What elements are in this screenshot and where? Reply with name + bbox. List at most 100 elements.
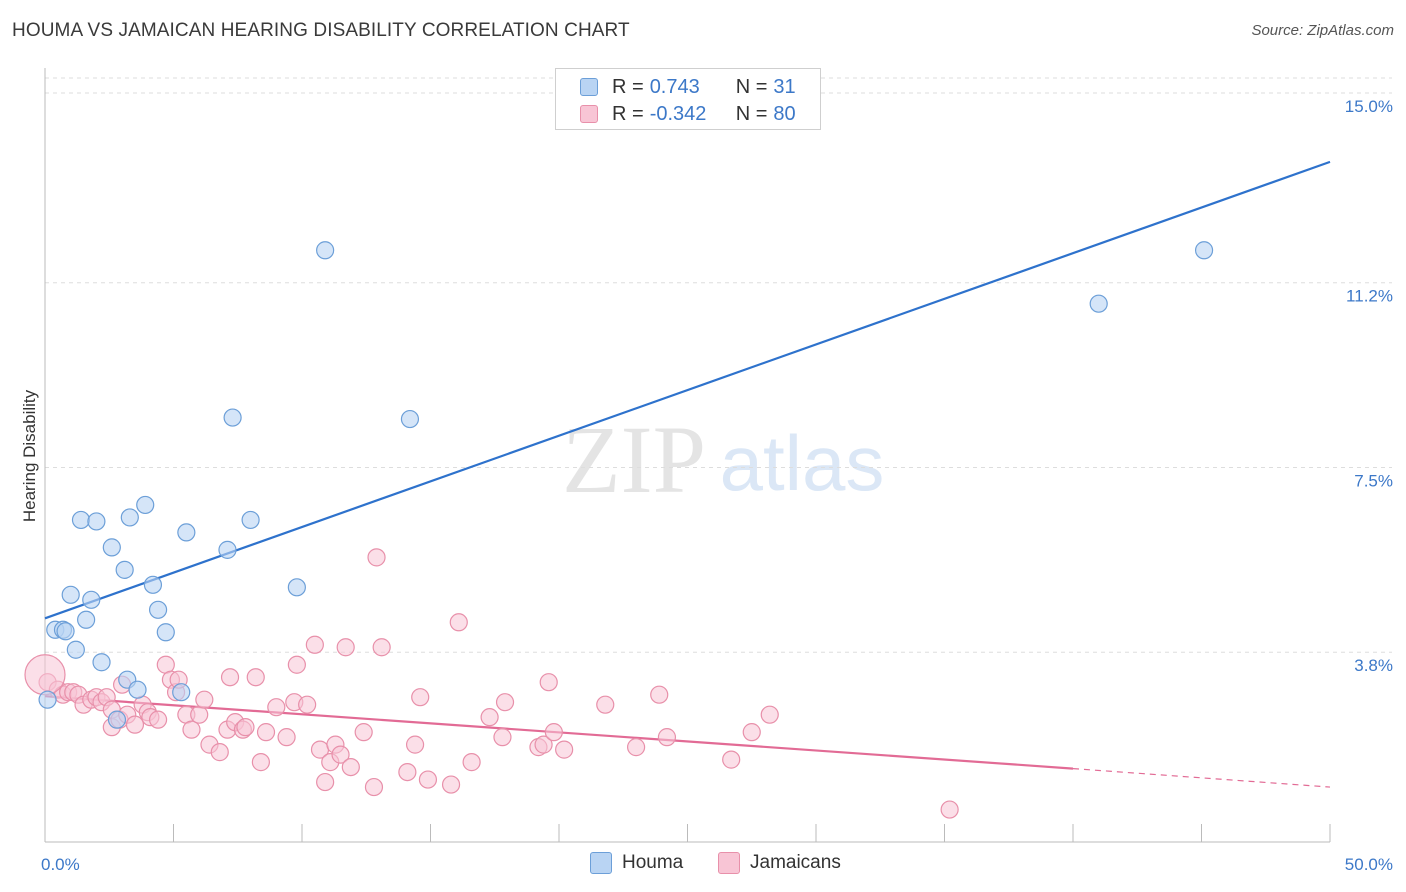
- jamaicans-point-36: [246, 668, 265, 687]
- jamaicans-swatch: [580, 105, 598, 123]
- jamaicans-point-38: [256, 723, 276, 742]
- jamaicans-point-75: [722, 750, 741, 769]
- jamaicans-point-74: [657, 728, 677, 747]
- y-tick-label-0: 3.8%: [1354, 656, 1393, 675]
- grid-lines: [45, 77, 1392, 653]
- houma-point-13: [115, 560, 134, 579]
- houma-point-29: [1089, 294, 1108, 313]
- series-legend: Houma Jamaicans: [0, 852, 1406, 878]
- houma-r-label: R =: [612, 75, 644, 98]
- jamaicans-point-49: [331, 745, 350, 764]
- houma-swatch: [580, 78, 598, 96]
- houma-trend-line: [44, 160, 1331, 620]
- jamaicans-point-73: [650, 685, 669, 704]
- houma-points: [38, 241, 1214, 729]
- watermark-atlas: atlas: [720, 419, 885, 507]
- jamaicans-point-42: [287, 655, 306, 674]
- jamaicans-point-63: [480, 708, 499, 727]
- jamaicans-point-69: [544, 723, 563, 742]
- houma-point-6: [71, 510, 91, 530]
- houma-point-25: [241, 510, 260, 530]
- jamaicans-point-30: [210, 743, 229, 762]
- houma-point-3: [56, 622, 75, 641]
- jamaicans-r-value: -0.342: [649, 102, 707, 125]
- houma-point-8: [82, 590, 101, 609]
- houma-point-26: [287, 578, 306, 597]
- jamaicans-point-70: [555, 740, 574, 759]
- jamaicans-point-67: [534, 735, 553, 754]
- jamaicans-legend-swatch: [718, 852, 740, 874]
- jamaicans-point-39: [267, 698, 286, 717]
- jamaicans-points: [24, 548, 959, 819]
- jamaicans-legend-label: Jamaicans: [750, 852, 841, 873]
- houma-point-21: [172, 683, 191, 702]
- houma-point-28: [400, 409, 420, 429]
- houma-point-9: [87, 512, 106, 531]
- houma-n-label: N =: [735, 75, 768, 98]
- jamaicans-point-43: [298, 695, 317, 714]
- jamaicans-point-61: [449, 613, 468, 632]
- jamaicans-point-55: [372, 638, 391, 657]
- y-tick-label-1: 7.5%: [1354, 471, 1393, 490]
- jamaicans-point-60: [441, 775, 461, 794]
- jamaicans-point-51: [341, 757, 360, 777]
- jamaicans-point-52: [354, 723, 373, 742]
- jamaicans-point-64: [493, 728, 512, 747]
- jamaicans-point-71: [596, 695, 615, 714]
- watermark-zip: ZIP: [562, 406, 706, 513]
- jamaicans-point-57: [405, 735, 425, 754]
- houma-point-22: [177, 523, 196, 542]
- houma-point-20: [156, 623, 175, 642]
- jamaicans-point-72: [626, 738, 646, 757]
- legend-item-jamaicans[interactable]: Jamaicans: [718, 852, 841, 874]
- jamaicans-point-32: [220, 668, 240, 687]
- houma-point-24: [223, 408, 242, 427]
- houma-point-19: [148, 600, 168, 619]
- jamaicans-n-label: N =: [735, 102, 768, 125]
- jamaicans-point-53: [364, 777, 384, 797]
- y-tick-label-3: 15.0%: [1345, 97, 1393, 116]
- x-tick-label-0: 0.0%: [41, 855, 80, 874]
- jamaicans-r-label: R =: [612, 102, 644, 125]
- jamaicans-point-58: [411, 688, 430, 707]
- axes: [44, 68, 1331, 843]
- jamaicans-point-79: [24, 654, 66, 696]
- houma-point-4: [61, 585, 80, 604]
- jamaicans-point-50: [336, 638, 355, 657]
- houma-point-18: [143, 575, 163, 594]
- jamaicans-point-65: [495, 693, 515, 712]
- jamaicans-n-value: 80: [773, 102, 796, 125]
- houma-point-5: [66, 640, 85, 659]
- houma-point-27: [316, 241, 335, 260]
- jamaicans-point-59: [418, 770, 438, 789]
- houma-point-11: [102, 538, 121, 557]
- legend-row-jamaicans: R = -0.342 N = 80: [580, 102, 796, 126]
- jamaicans-point-76: [742, 723, 761, 742]
- jamaicans-point-56: [398, 762, 417, 782]
- jamaicans-point-46: [316, 772, 335, 792]
- jamaicans-point-35: [236, 718, 255, 737]
- houma-legend-label: Houma: [622, 852, 684, 873]
- y-tick-label-2: 11.2%: [1346, 287, 1393, 306]
- jamaicans-point-20: [148, 710, 168, 729]
- jamaicans-point-28: [195, 690, 214, 709]
- chart-title: HOUMA VS JAMAICAN HEARING DISABILITY COR…: [12, 20, 630, 41]
- x-tick-label-1: 50.0%: [1345, 855, 1393, 874]
- houma-point-16: [120, 508, 139, 527]
- houma-legend-swatch: [590, 852, 612, 874]
- correlation-legend: R = 0.743 N = 31 R = -0.342 N = 80: [555, 68, 821, 130]
- houma-point-30: [1194, 241, 1214, 260]
- tick-labels: 3.8% 7.5% 11.2% 15.0% 0.0% 50.0%: [41, 97, 1393, 874]
- houma-r-value: 0.743: [649, 75, 700, 98]
- houma-point-12: [107, 710, 127, 729]
- houma-point-0: [38, 690, 57, 709]
- jamaicans-trend-extension: [1072, 767, 1331, 788]
- houma-point-10: [92, 653, 111, 672]
- houma-point-23: [218, 540, 237, 559]
- legend-item-houma[interactable]: Houma: [590, 852, 683, 874]
- jamaicans-point-44: [305, 635, 324, 654]
- jamaicans-point-16: [125, 715, 145, 734]
- jamaicans-point-26: [182, 720, 201, 739]
- legend-row-houma: R = 0.743 N = 31: [580, 75, 796, 99]
